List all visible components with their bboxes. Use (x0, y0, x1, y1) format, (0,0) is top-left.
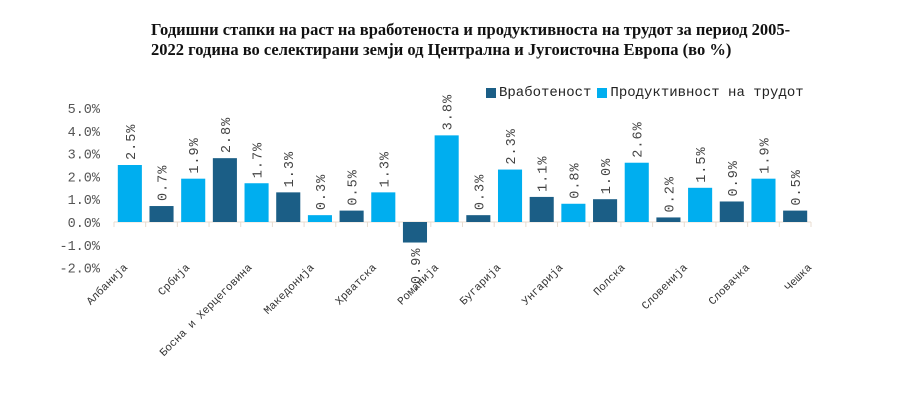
bar-productivity (117, 165, 142, 222)
data-label: 2.5% (125, 124, 140, 160)
y-tick-label: 0.0% (68, 217, 101, 232)
y-tick-label: -2.0% (59, 263, 100, 278)
x-tick-label: Србија (156, 261, 193, 298)
x-axis (113, 221, 812, 227)
chart-title: Годишни стапки на раст на вработеноста и… (151, 20, 791, 59)
x-tick-label: Македонија (262, 262, 317, 317)
x-tick-label: Унгарија (520, 262, 566, 308)
bar-employment (466, 215, 491, 222)
x-tick-label: Полска (592, 262, 629, 299)
bars (117, 135, 808, 243)
bar-employment (719, 201, 744, 222)
bar-employment (593, 199, 618, 222)
bar-productivity (624, 162, 649, 222)
legend-item-productivity: Продуктивност на трудот (597, 85, 804, 101)
y-tick-label: 5.0% (68, 103, 101, 118)
bar-employment (783, 210, 808, 222)
x-tick-label: Чешка (783, 262, 815, 294)
bar-employment (402, 222, 428, 243)
bar-employment (656, 217, 681, 222)
data-label: 0.5% (347, 169, 362, 205)
legend-label-employment: Вработеност (499, 85, 592, 101)
bar-productivity (181, 178, 206, 222)
data-label: 1.1% (537, 156, 552, 192)
y-tick-label: 2.0% (68, 171, 101, 186)
chart-legend: Вработеност Продуктивност на трудот (486, 85, 810, 101)
bar-productivity (307, 215, 332, 222)
x-tick-label: Словенија (640, 262, 691, 313)
data-label: -0.9% (410, 248, 425, 294)
data-label: 1.9% (758, 137, 773, 173)
data-label: 0.5% (790, 169, 805, 205)
bar-employment (276, 192, 301, 222)
y-tick-label: -1.0% (59, 240, 100, 255)
bar-productivity (561, 203, 586, 222)
data-label: 0.7% (157, 165, 172, 201)
data-label: 0.9% (727, 160, 742, 196)
legend-item-employment: Вработеност (486, 85, 591, 101)
data-label: 1.7% (252, 142, 267, 178)
data-label: 2.6% (632, 121, 647, 157)
bar-productivity (751, 178, 776, 222)
data-labels: 2.5% 0.7% 1.9% 2.8% 1.7% 1.3% 0.3% 0.5% 1.3% -0.9… (125, 94, 805, 293)
data-label: 0.3% (315, 174, 330, 210)
data-label: 3.8% (442, 94, 457, 130)
y-tick-label: 1.0% (68, 194, 101, 209)
bar-employment (149, 206, 174, 222)
bar-productivity (371, 192, 396, 222)
data-label: 2.8% (220, 117, 235, 153)
legend-swatch-productivity (597, 88, 608, 98)
data-label: 0.8% (568, 162, 583, 198)
legend-label-productivity: Продуктивност на трудот (610, 85, 804, 101)
bar-productivity (497, 169, 523, 222)
y-tick-label: 3.0% (68, 149, 101, 164)
data-label: 0.2% (663, 176, 678, 212)
data-label: 1.3% (378, 151, 393, 187)
y-axis: 5.0% 4.0% 3.0% 2.0% 1.0% 0.0% -1.0% -2.0% (59, 103, 100, 278)
legend-swatch-employment (486, 88, 496, 98)
bar-employment (212, 158, 237, 222)
data-label: 1.5% (695, 146, 710, 182)
x-tick-label: Словачка (707, 262, 753, 308)
x-tick-label: Хрватска (334, 262, 380, 308)
bar-productivity (688, 187, 713, 222)
bar-employment (529, 196, 554, 222)
data-label: 1.3% (283, 151, 298, 187)
bar-productivity (244, 183, 269, 222)
bar-productivity (434, 135, 459, 222)
data-label: 2.3% (505, 128, 520, 164)
x-tick-label: Бугарија (458, 262, 504, 308)
y-tick-label: 4.0% (68, 126, 101, 141)
data-label: 0.3% (473, 174, 488, 210)
bar-employment (339, 210, 364, 222)
data-label: 1.0% (600, 158, 615, 194)
data-label: 1.9% (188, 137, 203, 173)
